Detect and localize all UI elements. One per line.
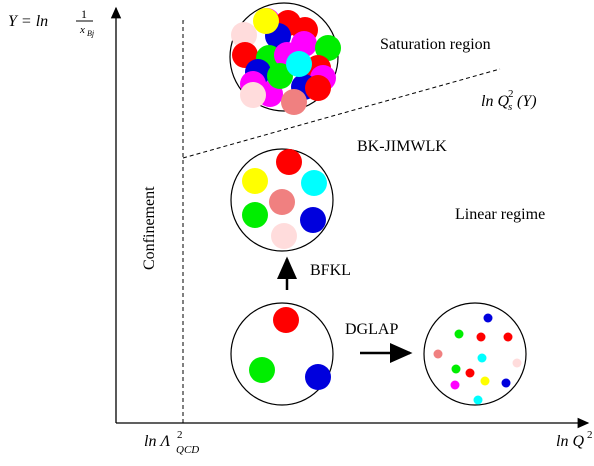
saturated-gluons [231, 8, 341, 115]
parton [476, 332, 486, 342]
saturation-region-label: Saturation region [380, 36, 491, 53]
parton [480, 376, 490, 386]
gluon [242, 168, 268, 194]
parton [477, 353, 487, 363]
bfkl-label: BFKL [310, 262, 351, 279]
y-axis-label: Y = ln 1 x Bj [8, 7, 95, 38]
saturation-line-label-prefix: ln Q [481, 93, 509, 110]
parton [465, 368, 475, 378]
gluon [242, 202, 268, 228]
y-axis-label-denominator: x [79, 24, 85, 36]
dglap-label: DGLAP [345, 321, 398, 338]
gluon [305, 364, 331, 390]
saturated-hadron [229, 2, 341, 115]
saturation-line-label-sub: s [508, 101, 512, 113]
x-tick-label-sup: 2 [177, 429, 183, 441]
x-axis-label-text: ln Q [556, 433, 584, 450]
gluon [269, 189, 295, 215]
saturation-line-label-sup: 2 [508, 88, 514, 100]
parton [473, 395, 483, 405]
x-axis-label: ln Q 2 [556, 429, 593, 450]
bk-jimwlk-label: BK-JIMWLK [357, 138, 447, 155]
x-tick-label-text: ln Λ [144, 433, 170, 450]
dilute-hadron [230, 302, 334, 406]
saturation-line-label: ln Q 2 s (Y) [481, 88, 537, 113]
parton [451, 364, 461, 374]
x-tick-label: ln Λ 2 QCD [144, 429, 199, 456]
confinement-label: Confinement [141, 186, 158, 270]
linear-regime-label: Linear regime [455, 206, 545, 223]
gluon [300, 207, 326, 233]
parton [483, 313, 493, 323]
saturation-line-label-suffix: (Y) [517, 93, 537, 110]
parton [433, 349, 443, 359]
y-axis-label-numerator: 1 [81, 7, 87, 21]
x-tick-label-sub: QCD [176, 444, 199, 456]
parton [454, 329, 464, 339]
resolved-hadron [423, 302, 527, 406]
gluon [273, 307, 299, 333]
x-axis-label-sup: 2 [587, 429, 593, 441]
parton [450, 380, 460, 390]
gluon [301, 170, 327, 196]
y-axis-label-denominator-sub: Bj [87, 29, 95, 38]
parton [501, 378, 511, 388]
linear-regime-hadron [230, 148, 334, 252]
gluon [249, 357, 275, 383]
parton [512, 358, 522, 368]
y-axis-label-prefix: Y = ln [8, 13, 48, 30]
saturation-line [182, 68, 501, 159]
parton [503, 332, 513, 342]
gluon [276, 149, 302, 175]
gluon [271, 223, 297, 249]
